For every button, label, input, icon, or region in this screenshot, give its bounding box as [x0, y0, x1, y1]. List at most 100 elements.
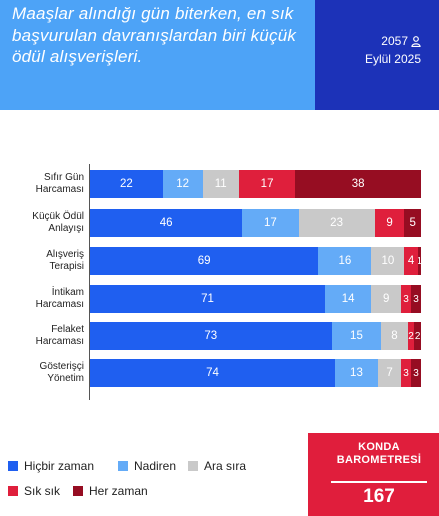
data-label: 8: [391, 330, 398, 342]
category-label: Alışveriş Terapisi: [46, 249, 84, 272]
data-label: 3: [413, 367, 419, 379]
legend-swatch: [8, 486, 18, 496]
legend-swatch: [188, 461, 198, 471]
sample-count-value: 2057: [381, 34, 408, 48]
header-meta-panel: 2057 Eylül 2025: [315, 0, 439, 110]
data-label: 14: [341, 293, 355, 305]
brand-badge: KONDA BAROMETRESİ 167: [308, 433, 439, 516]
bar-row: 69 16 10 4 1: [90, 247, 421, 275]
bar-segment: 13: [334, 359, 378, 387]
bar-segment: 23: [298, 209, 375, 237]
data-label: 3: [403, 367, 409, 379]
data-label: 15: [350, 330, 363, 342]
data-label: 3: [413, 293, 419, 305]
bar-segment: 3: [411, 359, 421, 387]
data-label: 22: [120, 178, 133, 190]
data-label: 74: [206, 367, 219, 379]
legend-swatch: [118, 461, 128, 471]
person-icon: [411, 35, 421, 47]
legend-label: Nadiren: [134, 459, 177, 473]
category-label: Gösterişçi Yönetim: [39, 361, 84, 384]
data-label: 1: [417, 255, 421, 267]
data-label: 71: [201, 293, 214, 305]
bar-row: 46 17 23 9 5: [90, 209, 421, 237]
bar-segment: 9: [374, 209, 405, 237]
data-label: 17: [260, 178, 274, 190]
legend-item: Ara sıra: [188, 459, 246, 473]
bar-segment: 16: [318, 247, 372, 275]
category-label: Sıfır Gün Harcaması: [35, 172, 84, 195]
bar-segment: 71: [90, 285, 325, 313]
data-label: 4: [407, 255, 415, 267]
bar-segment: 2: [414, 322, 421, 350]
data-label: 69: [197, 255, 211, 267]
data-label: 16: [338, 255, 352, 267]
bar-segment: 3: [401, 285, 412, 313]
legend-item: Nadiren: [118, 459, 176, 473]
legend-swatch: [73, 486, 83, 496]
category-label: İntikam Harcaması: [35, 287, 84, 310]
legend-label: Her zaman: [89, 484, 148, 498]
chart-legend: Hiçbir zaman Nadiren Ara sıra Sık sık Her za…: [8, 455, 308, 511]
bar-segment: 2: [407, 322, 415, 350]
legend-item: Sık sık: [8, 484, 60, 498]
data-label: 73: [204, 330, 218, 342]
bar-segment: 3: [411, 285, 421, 313]
bar-row: 73 15 8 2 2: [90, 322, 421, 350]
bar-row: 22 12 11 17 38: [90, 170, 421, 198]
bar-row: 71 14 9 3 3: [90, 285, 421, 313]
legend-label: Hiçbir zaman: [24, 459, 95, 473]
bar-segment: 22: [90, 170, 163, 198]
data-label: 12: [176, 178, 190, 190]
category-label: Küçük Ödül Anlayışı: [32, 211, 84, 234]
bar-segment: 3: [401, 359, 412, 387]
brand-divider: [331, 481, 427, 483]
data-label: 46: [159, 217, 173, 229]
bar-segment: 74: [90, 359, 335, 387]
bar-segment: 17: [238, 170, 296, 198]
stacked-bar-chart: Sıfır Gün Harcaması 22 12 11 17 38 Küçük Ödül …: [0, 150, 439, 410]
legend-label: Ara sıra: [204, 459, 247, 473]
data-label: 11: [214, 178, 227, 190]
bar-segment: 46: [90, 209, 243, 237]
bar-segment: 69: [90, 247, 319, 275]
brand-name: KONDA BAROMETRESİ: [336, 441, 422, 466]
bar-segment: 9: [371, 285, 402, 313]
data-label: 5: [409, 217, 416, 229]
bar-segment: 1: [417, 247, 421, 275]
data-label: 9: [386, 217, 393, 229]
data-label: 38: [351, 178, 365, 190]
data-label: 2: [414, 330, 421, 342]
sample-count: 2057: [381, 34, 421, 48]
bar-segment: 7: [377, 359, 402, 387]
bar-segment: 17: [242, 209, 299, 237]
legend-label: Sık sık: [24, 484, 61, 498]
data-label: 23: [330, 217, 343, 229]
legend-item: Her zaman: [73, 484, 148, 498]
bar-segment: 15: [331, 322, 382, 350]
page-number: 167: [363, 486, 395, 507]
y-axis-line: [89, 164, 90, 400]
bar-row: 74 13 7 3 3: [90, 359, 421, 387]
header-banner: Maaşlar alındığı gün biterken, en sık ba…: [0, 0, 439, 110]
bar-segment: 5: [404, 209, 421, 237]
data-label: 10: [381, 255, 395, 267]
bar-segment: 73: [90, 322, 332, 350]
survey-date: Eylül 2025: [364, 52, 421, 66]
legend-swatch: [8, 461, 18, 471]
data-label: 2: [408, 330, 414, 342]
bar-segment: 4: [404, 247, 418, 275]
data-label: 3: [403, 293, 409, 305]
data-label: 13: [350, 367, 363, 379]
page-title: Maaşlar alındığı gün biterken, en sık ba…: [12, 4, 297, 66]
bar-segment: 14: [325, 285, 372, 313]
bar-segment: 38: [295, 170, 421, 198]
data-label: 7: [386, 367, 393, 379]
bar-segment: 8: [381, 322, 408, 350]
header-title-panel: Maaşlar alındığı gün biterken, en sık ba…: [0, 0, 315, 110]
legend-item: Hiçbir zaman: [8, 459, 94, 473]
bar-segment: 11: [202, 170, 239, 198]
bar-segment: 12: [162, 170, 203, 198]
data-label: 9: [383, 293, 390, 305]
category-label: Felaket Harcaması: [35, 324, 84, 347]
